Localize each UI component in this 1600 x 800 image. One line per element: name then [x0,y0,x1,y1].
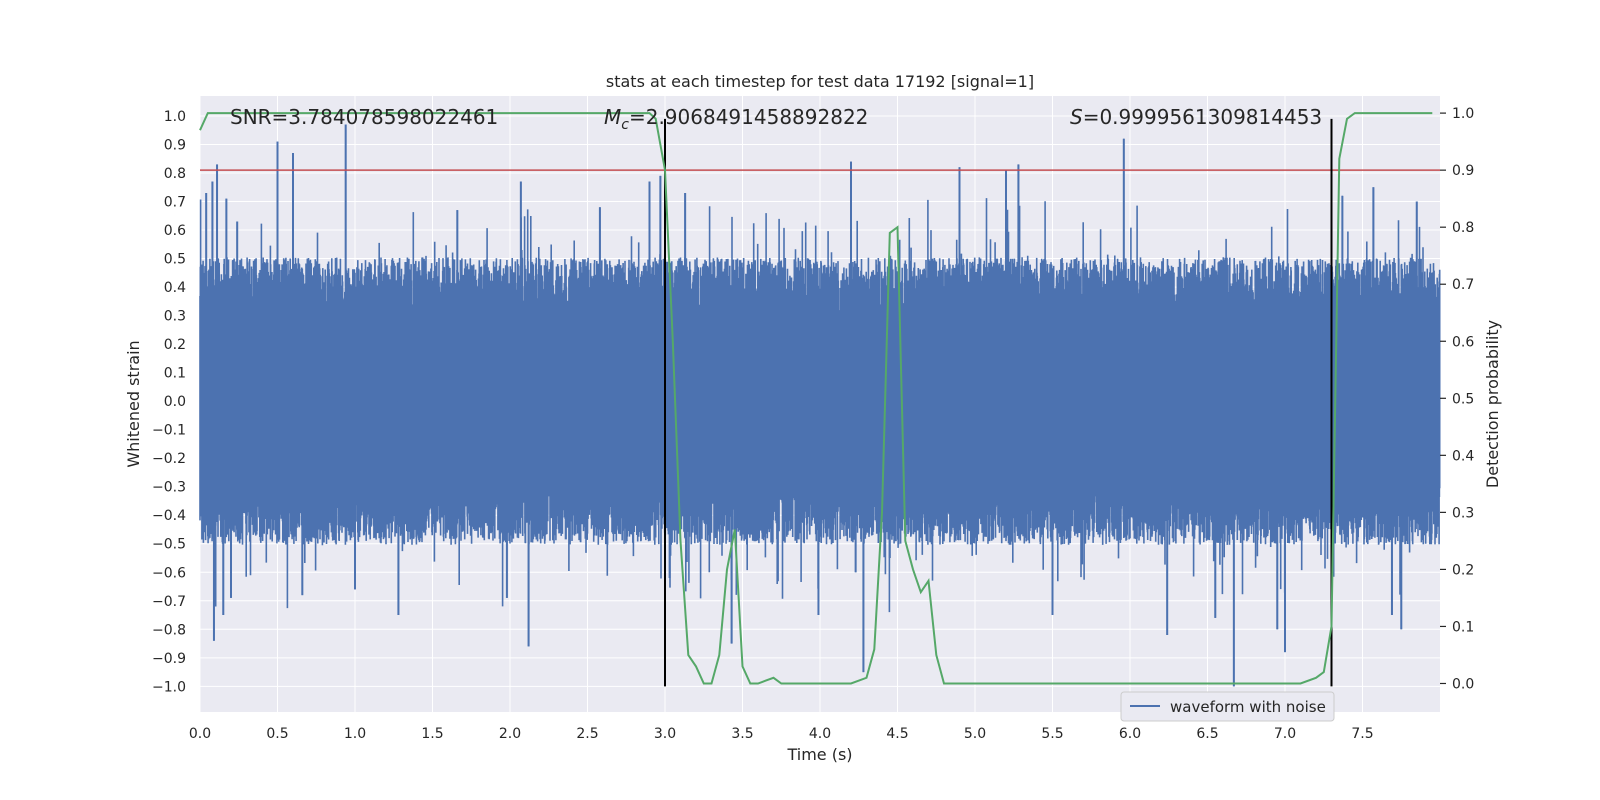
legend-label: waveform with noise [1170,698,1326,716]
chirp-mass-value: =2.9068491458892822 [629,105,868,129]
x-tick-label-11: 5.5 [1041,726,1063,742]
y-tick-label-1: 0.9 [164,137,186,153]
legend-box [1120,691,1335,722]
x-tick-label-12: 6.0 [1119,726,1141,742]
x-tick-label-9: 4.5 [886,726,908,742]
y-tick-label-12: −0.2 [152,451,186,467]
chart-title: stats at each timestep for test data 171… [606,72,1034,91]
y-right-tick-label-10: 0.0 [1452,676,1474,692]
y-tick-label-15: −0.5 [152,537,186,553]
y-tick-label-7: 0.3 [164,309,186,325]
waveform-series [199,124,1441,687]
x-tick-label-1: 0.5 [266,726,288,742]
y-right-tick-label-8: 0.2 [1452,562,1474,578]
x-tick-label-4: 2.0 [499,726,521,742]
x-tick-label-5: 2.5 [576,726,598,742]
x-tick-label-15: 7.5 [1351,726,1373,742]
x-tick-label-13: 6.5 [1196,726,1218,742]
y-tick-label-9: 0.1 [164,366,186,382]
x-tick-label-6: 3.0 [654,726,676,742]
y-right-tick-label-1: 0.9 [1452,163,1474,179]
y-tick-label-14: −0.4 [152,508,186,524]
y-right-tick-label-3: 0.7 [1452,277,1474,293]
x-axis-ticks: 0.0 0.5 1.0 1.5 2.0 2.5 3.0 3.5 4.0 4.5 5.0 5.5 6.0 6… [189,726,1374,742]
y-tick-label-4: 0.6 [164,223,186,239]
y-right-axis-label: Detection probability [1483,320,1502,488]
chirp-mass-annotation: Mc=2.9068491458892822 [604,105,868,133]
y-right-tick-label-0: 1.0 [1452,106,1474,122]
x-tick-label-2: 1.0 [344,726,366,742]
y-tick-label-19: −0.9 [152,651,186,667]
x-axis-label: Time (s) [786,745,852,764]
y-right-tick-label-9: 0.1 [1452,619,1474,635]
y-tick-label-0: 1.0 [164,109,186,125]
y-right-tick-label-4: 0.6 [1452,334,1474,350]
y-tick-label-6: 0.4 [164,280,186,296]
y-tick-label-16: −0.6 [152,565,186,581]
y-tick-label-8: 0.2 [164,337,186,353]
chirp-mass-subscript: c [621,117,629,133]
y-tick-label-20: −1.0 [152,679,186,695]
score-symbol: S [1070,105,1083,129]
y-axis-ticks: 1.0 0.9 0.8 0.7 0.6 0.5 0.4 0.3 0.2 0.1 0.0 −0.1 −0.… [152,109,186,695]
y-tick-label-10: 0.0 [164,394,186,410]
y-tick-label-2: 0.8 [164,166,186,182]
probability-series [199,112,1433,685]
x-tick-label-8: 4.0 [809,726,831,742]
legend: waveform with noise [1120,691,1335,722]
y-axis-label: Whitened strain [124,340,143,467]
y-right-tick-label-7: 0.3 [1452,505,1474,521]
x-tick-label-0: 0.0 [189,726,211,742]
y-tick-label-5: 0.5 [164,252,186,268]
y-right-tick-label-2: 0.8 [1452,220,1474,236]
y-tick-label-11: −0.1 [152,423,186,439]
x-tick-label-3: 1.5 [421,726,443,742]
y-tick-label-3: 0.7 [164,195,186,211]
score-value: =0.9999561309814453 [1083,105,1322,129]
x-tick-label-14: 7.0 [1274,726,1296,742]
y-tick-label-13: −0.3 [152,480,186,496]
score-annotation: S=0.9999561309814453 [1070,105,1322,129]
y-right-tick-label-6: 0.4 [1452,448,1474,464]
y-tick-label-17: −0.7 [152,594,186,610]
x-tick-label-10: 5.0 [964,726,986,742]
y-right-tick-label-5: 0.5 [1452,391,1474,407]
y-right-axis-ticks: 1.0 0.9 0.8 0.7 0.6 0.5 0.4 0.3 0.2 0.1 0.0 [1440,106,1474,692]
y-tick-label-18: −0.8 [152,622,186,638]
chirp-mass-symbol: M [604,105,621,129]
snr-annotation: SNR=3.784078598022461 [230,105,498,129]
x-tick-label-7: 3.5 [731,726,753,742]
detection-probability-line [199,112,1433,685]
